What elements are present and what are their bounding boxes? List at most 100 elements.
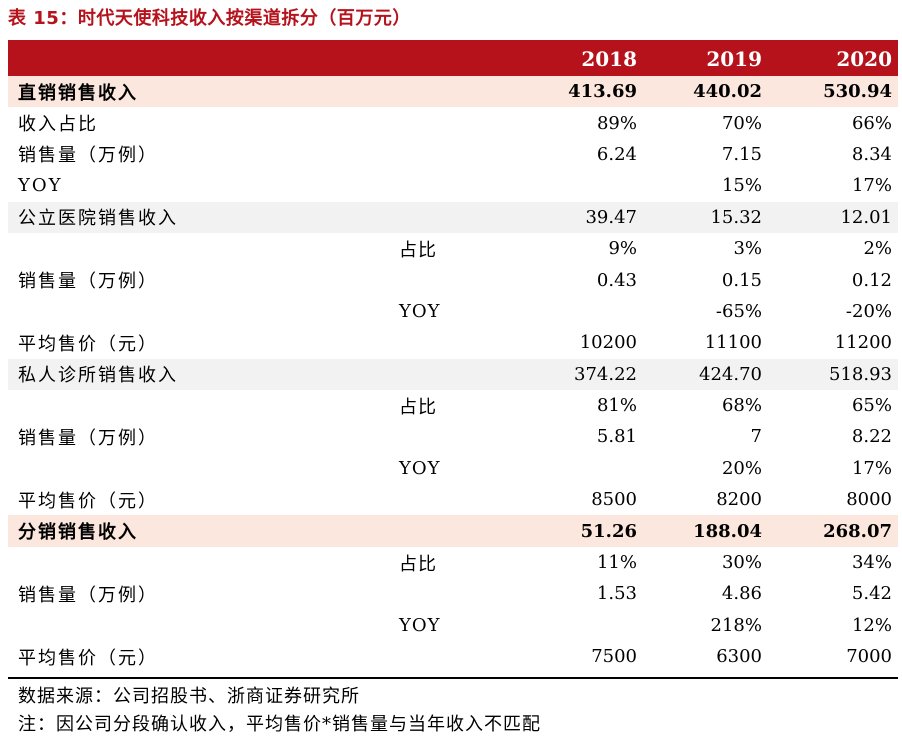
- row-label: 收入占比: [8, 107, 463, 138]
- row-sub-label: [399, 110, 469, 136]
- cell-2020: 8.34: [851, 143, 892, 165]
- cell-2020: 12%: [851, 614, 892, 636]
- cell-2018: 5.81: [596, 426, 637, 448]
- header-year-2020: 2020: [768, 40, 898, 76]
- row-label-text: 销售量（万例）: [18, 145, 158, 167]
- row-label-text: 分销销售收入: [18, 522, 138, 544]
- row-label: 销售量（万例）: [8, 139, 463, 170]
- row-sub-label: [399, 267, 469, 293]
- row-label-text: 平均售价（元）: [18, 647, 158, 669]
- row-sub-label: 占比: [399, 239, 437, 261]
- row-sub-label: [399, 361, 469, 387]
- row-sub-label: [399, 175, 469, 196]
- row-label-text: 销售量（万例）: [18, 271, 158, 293]
- cell-2020: 5.42: [851, 583, 892, 605]
- row-label-text: 平均售价（元）: [18, 333, 158, 355]
- cell-2019: 11100: [704, 332, 762, 354]
- row-label: 平均售价（元）: [8, 641, 463, 672]
- row-label-text: 私人诊所销售收入: [18, 365, 178, 387]
- row-label: 占比: [8, 547, 463, 578]
- header-year-2018: 2018: [463, 40, 643, 76]
- table-row: 销售量（万例） 0.43 0.15 0.12: [8, 264, 898, 295]
- table-row: YOY 218% 12%: [8, 610, 898, 641]
- cell-2019: 218%: [710, 614, 762, 636]
- cell-2020: 11200: [834, 332, 892, 354]
- footnote: 注：因公司分段确认收入，平均售价*销售量与当年收入不匹配: [18, 714, 541, 735]
- table-row: 分销销售收入 51.26 188.04 268.07: [8, 515, 898, 547]
- cell-2019: 15.32: [643, 201, 768, 233]
- table-row: 平均售价（元） 8500 8200 8000: [8, 484, 898, 515]
- row-sub-label: [399, 518, 469, 544]
- cell-2019: 6300: [716, 646, 762, 668]
- row-label-text: 销售量（万例）: [18, 427, 158, 449]
- cell-2020: 8000: [846, 489, 892, 511]
- cell-2020: 17%: [851, 175, 892, 197]
- cell-2019: 68%: [721, 395, 762, 417]
- row-label: YOY: [8, 296, 463, 327]
- table-row: YOY -65% -20%: [8, 296, 898, 327]
- row-label: 占比: [8, 390, 463, 421]
- row-sub-label: YOY: [399, 614, 441, 636]
- table-row: 销售量（万例） 6.24 7.15 8.34: [8, 139, 898, 170]
- row-sub-label: [399, 79, 469, 105]
- cell-2019: 188.04: [643, 515, 768, 547]
- table-row: 占比 11% 30% 34%: [8, 547, 898, 578]
- row-label-text: 收入占比: [18, 114, 98, 136]
- cell-2018: [463, 296, 643, 327]
- cell-2018: 1.53: [596, 583, 637, 605]
- cell-2020: 0.12: [851, 269, 892, 291]
- row-label: 销售量（万例）: [8, 421, 463, 452]
- cell-2018: 0.43: [596, 269, 637, 291]
- cell-2019: 30%: [721, 552, 762, 574]
- row-sub-label: [399, 581, 469, 607]
- cell-2020: 12.01: [768, 201, 898, 233]
- row-label: 直销销售收入: [8, 76, 463, 108]
- cell-2018: [463, 170, 643, 201]
- row-label: 销售量（万例）: [8, 264, 463, 295]
- cell-2018: 413.69: [463, 76, 643, 108]
- cell-2018: [463, 610, 643, 641]
- cell-2019: 15%: [721, 175, 762, 197]
- cell-2020: 7000: [846, 646, 892, 668]
- row-sub-label: [399, 487, 469, 513]
- header-row: 2018 2019 2020: [8, 40, 898, 76]
- source-note: 数据来源：公司招股书、浙商证券研究所: [18, 686, 360, 707]
- table-row: YOY 20% 17%: [8, 453, 898, 484]
- table-row: 私人诊所销售收入 374.22 424.70 518.93: [8, 358, 898, 390]
- cell-2018: [463, 453, 643, 484]
- row-sub-label: [399, 644, 469, 670]
- row-label-text: 公立医院销售收入: [18, 208, 178, 230]
- row-label: 分销销售收入: [8, 515, 463, 547]
- row-sub-label: YOY: [399, 300, 441, 322]
- cell-2018: 81%: [596, 395, 637, 417]
- table-row: 销售量（万例） 1.53 4.86 5.42: [8, 578, 898, 609]
- table-title: 表 15：时代天使科技收入按渠道拆分（百万元）: [8, 8, 411, 29]
- row-label: 平均售价（元）: [8, 484, 463, 515]
- cell-2019: 7: [750, 426, 762, 448]
- cell-2019: 424.70: [643, 358, 768, 390]
- row-sub-label: YOY: [399, 457, 441, 479]
- row-sub-label: [399, 141, 469, 167]
- cell-2019: 20%: [721, 457, 762, 479]
- table-row: 平均售价（元） 10200 11100 11200: [8, 327, 898, 358]
- cell-2020: 66%: [851, 112, 892, 134]
- row-label-text: 直销销售收入: [18, 82, 138, 104]
- row-sub-label: [399, 204, 469, 230]
- cell-2019: 70%: [721, 112, 762, 134]
- row-label: 公立医院销售收入: [8, 201, 463, 233]
- row-sub-label: 占比: [399, 396, 437, 418]
- cell-2020: 34%: [851, 552, 892, 574]
- row-label: 私人诊所销售收入: [8, 358, 463, 390]
- cell-2019: 4.86: [721, 583, 762, 605]
- table-bottom-rule: [8, 677, 898, 679]
- table-row: 直销销售收入 413.69 440.02 530.94: [8, 76, 898, 108]
- revenue-table: 2018 2019 2020 直销销售收入 413.69 440.02 530.94 收…: [8, 40, 898, 672]
- cell-2018: 8500: [591, 489, 637, 511]
- table-row: YOY 15% 17%: [8, 170, 898, 201]
- cell-2018: 39.47: [463, 201, 643, 233]
- cell-2018: 11%: [596, 552, 637, 574]
- row-sub-label: [399, 424, 469, 450]
- header-year-2019: 2019: [643, 40, 768, 76]
- cell-2018: 7500: [591, 646, 637, 668]
- row-label: YOY: [8, 170, 463, 201]
